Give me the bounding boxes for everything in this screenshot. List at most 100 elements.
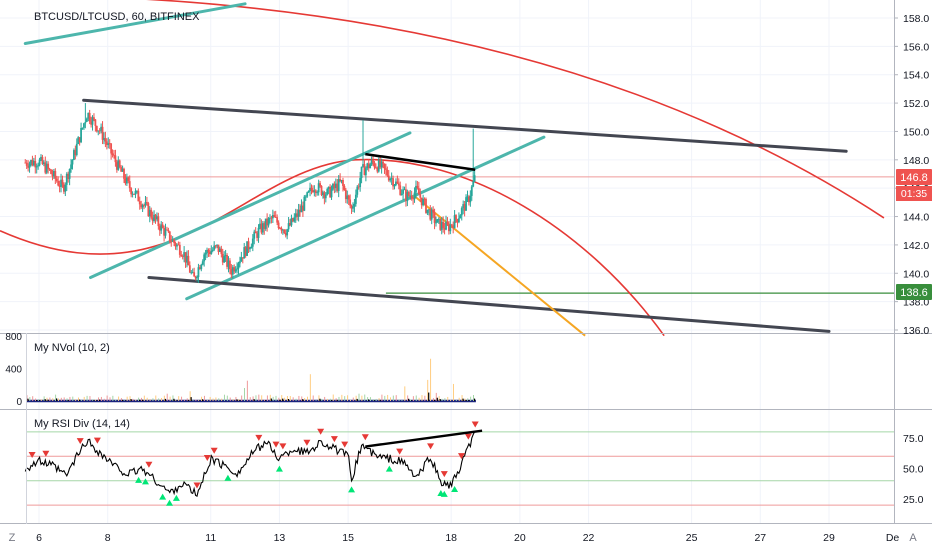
candle-body <box>462 204 465 209</box>
candle-body <box>419 194 422 198</box>
candle-body <box>167 229 170 232</box>
candle-body <box>395 181 397 185</box>
candle-body <box>320 185 323 195</box>
candle-body <box>38 159 41 166</box>
candle-body <box>88 112 91 122</box>
zoom-reset-button[interactable]: Z <box>9 532 16 544</box>
rsi-trendline[interactable] <box>365 429 483 448</box>
candle-body <box>346 195 349 200</box>
candle-body <box>184 252 187 263</box>
time-axis[interactable]: 6 8 11 13 15 18 20 22 25 27 29 De <box>36 532 899 544</box>
candle-body <box>85 118 88 122</box>
rsi-axis[interactable]: 75.0 50.0 25.0 <box>903 433 924 506</box>
trend-drawings[interactable] <box>0 0 885 337</box>
candle-body <box>77 137 80 144</box>
candle-body <box>326 188 329 195</box>
candle-body <box>170 241 173 243</box>
time-tick-label: 15 <box>342 532 354 544</box>
candle-body <box>422 198 425 206</box>
candle-body <box>426 209 429 213</box>
candle-body <box>51 173 54 177</box>
rsi-bearish-marker <box>255 434 263 441</box>
candle-body <box>78 137 81 143</box>
candle-body <box>110 143 113 154</box>
candle-body <box>125 177 128 184</box>
rsi-bearish-marker <box>279 443 287 450</box>
candle-body <box>80 128 82 143</box>
candle-body <box>261 223 264 233</box>
candle-body <box>61 179 64 185</box>
candle-body <box>269 217 271 219</box>
candle-body <box>120 167 123 172</box>
candle-body <box>374 167 377 169</box>
nvol-title[interactable]: My NVol (10, 2) <box>34 342 110 354</box>
candle-body <box>45 163 48 173</box>
candle-body <box>127 177 130 182</box>
nvol-pane[interactable] <box>26 358 476 403</box>
candle-body <box>197 267 200 278</box>
candle-body <box>156 216 158 220</box>
rsi-bullish-marker <box>385 465 393 472</box>
candle-body <box>440 221 443 230</box>
rsi-bearish-marker <box>396 448 404 455</box>
candle-body <box>158 226 161 231</box>
candle-body <box>300 205 303 213</box>
candle-body <box>458 218 460 223</box>
candle-body <box>246 241 248 256</box>
candle-body <box>369 164 372 169</box>
candle-body <box>436 219 439 223</box>
candle-body <box>266 218 269 226</box>
candle-body <box>344 189 347 200</box>
candle-body <box>413 192 416 200</box>
candle-body <box>469 195 472 203</box>
candle-body <box>380 161 383 168</box>
candle-body <box>124 178 127 184</box>
candle-body <box>387 175 390 181</box>
candle-body <box>111 153 114 155</box>
rsi-pane[interactable] <box>24 421 894 506</box>
candle-body <box>397 183 400 186</box>
rsi-bullish-marker <box>224 474 232 481</box>
candle-body <box>306 192 309 197</box>
candle-body <box>364 168 367 176</box>
candle-body <box>64 184 67 192</box>
candle-body <box>342 180 344 186</box>
candle-body <box>340 180 343 182</box>
candle-body <box>42 162 45 164</box>
rsi-tick-label: 25.0 <box>903 494 924 506</box>
nvol-axis[interactable]: 800 400 0 <box>5 332 22 408</box>
candle-body <box>465 197 467 211</box>
candle-body <box>383 163 386 169</box>
candle-body <box>392 178 394 187</box>
candle-body <box>95 125 98 132</box>
rsi-bearish-marker <box>210 447 218 454</box>
candle-body <box>234 269 237 272</box>
symbol-title[interactable]: BTCUSD/LTCUSD, 60, BITFINEX <box>34 11 200 23</box>
candle-body <box>270 217 273 219</box>
candle-body <box>204 253 207 255</box>
candle-body <box>191 272 194 274</box>
rsi-bearish-marker <box>317 428 325 435</box>
candle-body <box>447 224 450 232</box>
nvol-tick-label: 0 <box>16 397 22 408</box>
price-tick-label: 156.0 <box>903 41 929 53</box>
black-short-trendline <box>365 152 476 172</box>
candle-body <box>180 254 183 257</box>
candle-body <box>236 268 238 270</box>
candle-body <box>367 163 370 169</box>
candle-body <box>445 221 447 230</box>
candle-body <box>233 267 236 272</box>
candle-body <box>257 227 260 238</box>
auto-scale-button[interactable]: A <box>909 532 917 544</box>
candle-body <box>350 205 353 209</box>
candle-body <box>178 244 181 255</box>
trend-drawings-top[interactable] <box>365 152 476 172</box>
candle-body <box>41 156 44 164</box>
candle-body <box>293 217 296 222</box>
price-pane[interactable] <box>0 0 894 337</box>
candle-body <box>297 209 300 217</box>
rsi-title[interactable]: My RSI Div (14, 14) <box>34 418 130 430</box>
candle-body <box>366 163 369 169</box>
